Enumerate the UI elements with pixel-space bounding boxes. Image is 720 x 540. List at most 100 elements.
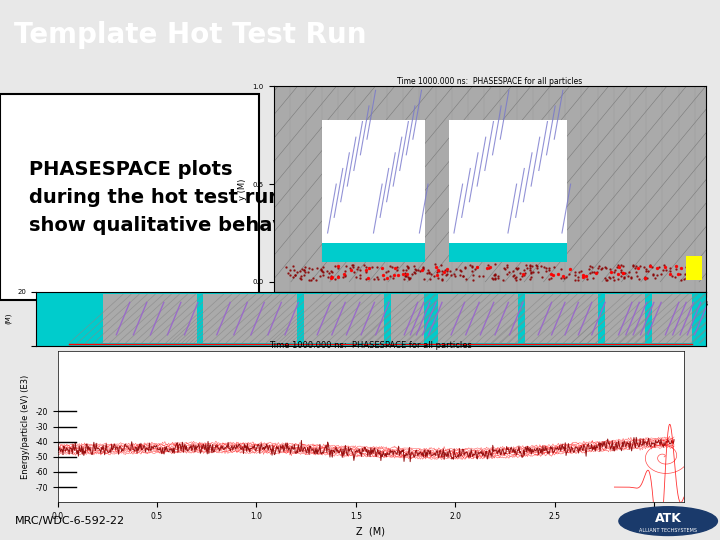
Point [524,261,536,270]
Point [332,262,343,271]
Point [307,265,318,274]
Point [358,261,369,269]
Point [665,269,676,278]
Point [660,263,671,272]
Point [299,266,310,274]
Point [570,268,581,276]
Point [684,273,696,282]
Point [297,265,308,273]
Point [410,264,421,273]
Bar [304,294,384,343]
Point [310,275,322,284]
Point [600,264,611,272]
Y-axis label: y (M): y (M) [238,178,247,200]
Point [609,266,621,275]
Point [444,267,456,276]
Point [404,273,415,282]
Point [323,269,335,278]
Point [509,274,521,282]
Point [498,275,509,284]
Point [466,261,477,270]
Point [392,263,403,272]
Point [448,269,459,278]
Point [333,272,344,281]
Point [640,264,652,273]
Y-axis label: Energy/particle (eV) (E3): Energy/particle (eV) (E3) [21,374,30,479]
Point [617,268,629,277]
Point [526,272,537,281]
Point [390,263,401,272]
Point [647,263,658,272]
FancyBboxPatch shape [0,94,259,300]
Point [536,273,548,281]
Point [624,268,635,276]
Point [378,275,390,284]
Point [613,262,624,271]
Point [398,274,410,283]
Point [362,273,374,282]
Point [317,268,328,276]
Point [354,274,366,283]
Point [474,272,485,280]
Point [401,269,413,278]
Point [303,264,315,273]
Point [354,271,366,280]
Point [680,273,692,282]
Text: ATK: ATK [654,511,682,524]
Point [675,275,687,284]
Point [518,265,530,274]
Point [315,266,327,274]
Point [572,273,584,281]
Point [679,274,690,283]
Point [526,268,537,277]
Point [606,267,617,276]
Title: Time 1000.000 ns:  PHASESPACE for all particles: Time 1000.000 ns: PHASESPACE for all par… [269,341,472,350]
Point [501,260,513,269]
Point [487,274,498,283]
Point [397,270,409,279]
Point [634,261,645,270]
Point [630,261,642,270]
Point [524,261,536,269]
Point [572,275,583,284]
Point [464,261,476,269]
Point [639,273,651,281]
Point [352,262,364,271]
Point [360,263,372,272]
Point [492,274,504,282]
Point [487,274,498,282]
Point [316,267,328,275]
Point [327,272,338,281]
Point [483,264,495,272]
Point [508,271,520,280]
Point [524,266,536,275]
Point [327,267,338,276]
Point [674,269,685,278]
Point [351,273,362,281]
Point [287,273,299,281]
Text: Template Hot Test Run: Template Hot Test Run [14,21,367,49]
Point [467,275,478,284]
Point [409,269,420,278]
Point [440,266,451,275]
Point [541,264,552,272]
Point [387,274,398,282]
Point [570,275,581,284]
Point [680,262,691,271]
Point [489,275,500,284]
Point [685,274,696,283]
Point [644,262,656,271]
Point [526,267,537,276]
Point [432,265,444,274]
Point [366,263,378,272]
Point [531,263,543,272]
Point [508,267,519,275]
Point [672,270,684,279]
Point [618,274,630,283]
Point [360,266,372,274]
Point [423,269,434,278]
Point [583,265,595,273]
Point [590,269,602,278]
Point [519,268,531,277]
Point [591,268,603,276]
